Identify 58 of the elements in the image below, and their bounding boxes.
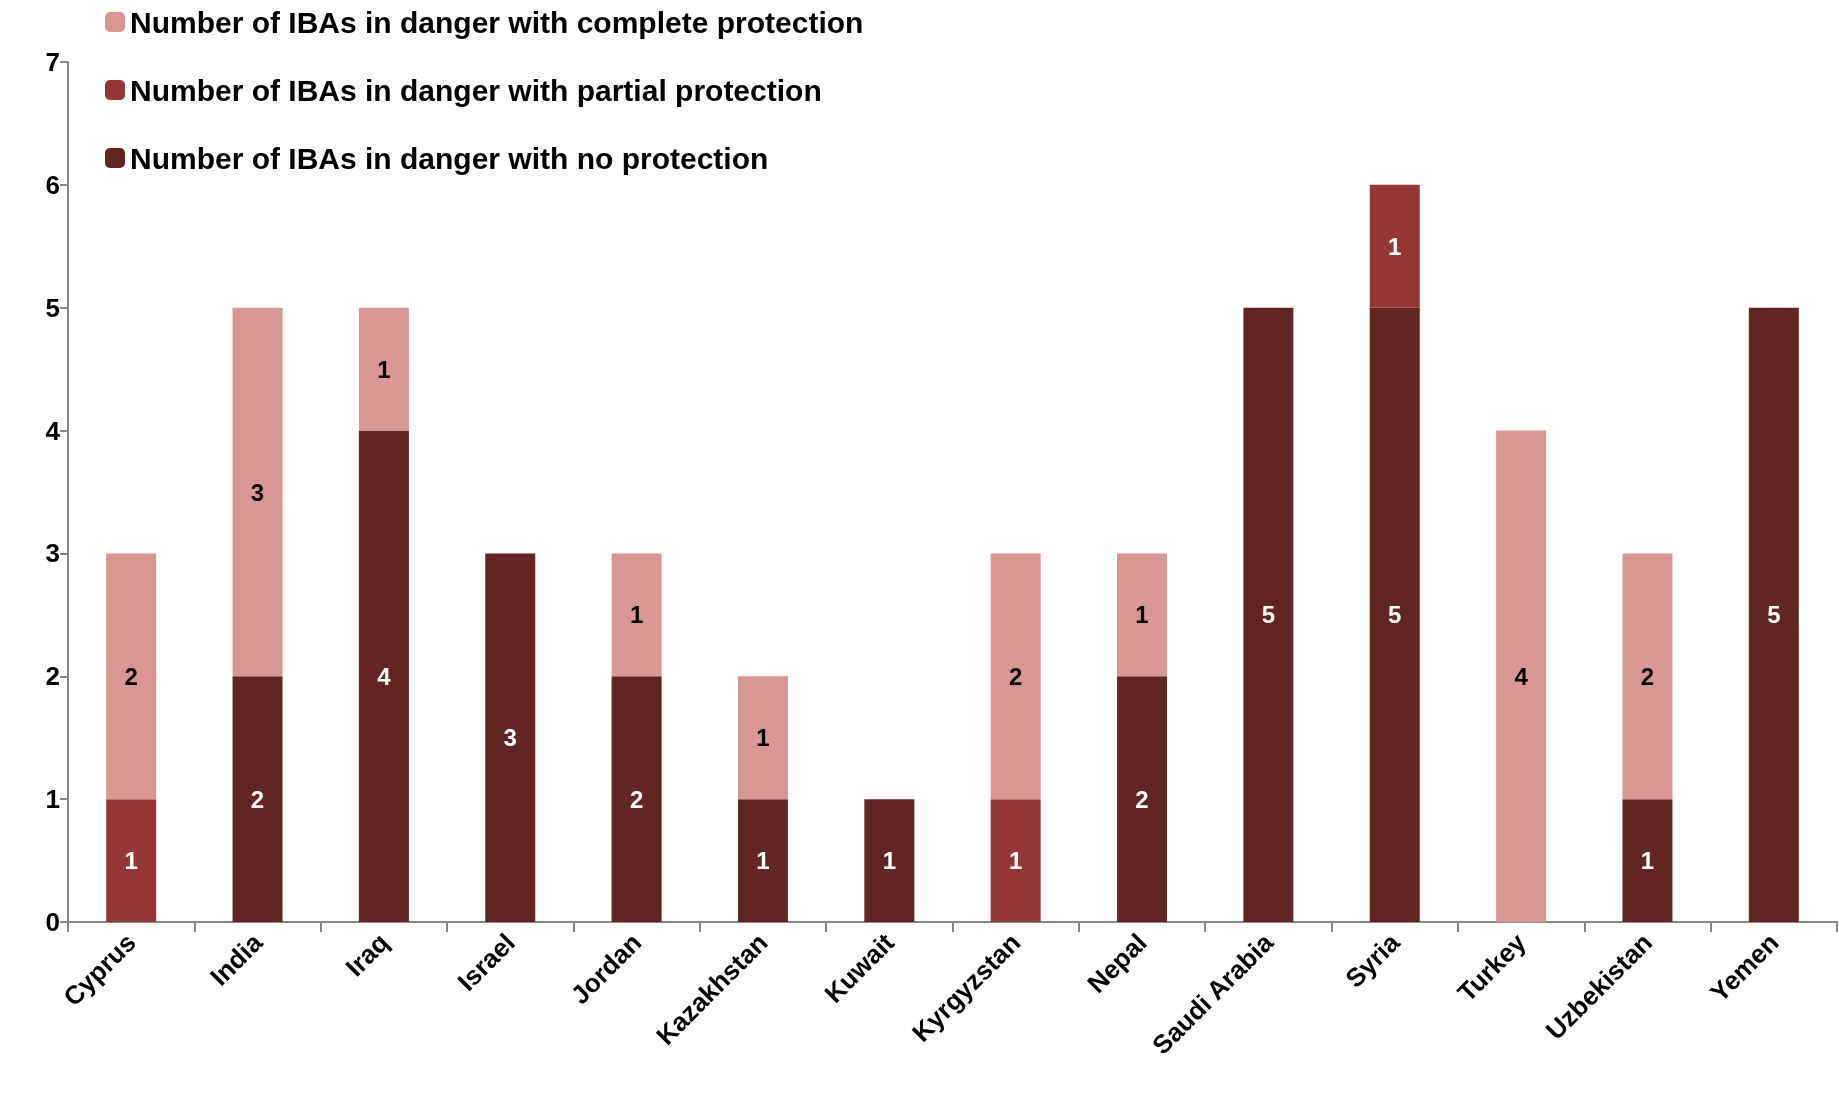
data-label: 1 bbox=[629, 601, 644, 629]
bar bbox=[737, 676, 788, 800]
y-tick-label: 5 bbox=[45, 292, 60, 323]
data-label: 2 bbox=[1640, 662, 1655, 690]
bar bbox=[485, 553, 536, 922]
bar bbox=[990, 553, 1041, 800]
bar bbox=[358, 307, 409, 431]
data-label: 4 bbox=[1514, 662, 1529, 690]
bar bbox=[1243, 307, 1294, 922]
data-label: 1 bbox=[756, 847, 770, 875]
bar bbox=[990, 799, 1041, 922]
bar bbox=[864, 799, 915, 922]
y-tick-label: 6 bbox=[45, 169, 60, 200]
bar bbox=[611, 553, 662, 677]
bar bbox=[232, 676, 283, 922]
y-tick-label: 1 bbox=[45, 784, 60, 815]
data-label: 1 bbox=[1388, 232, 1402, 260]
data-label: 2 bbox=[250, 785, 265, 813]
bar bbox=[1369, 307, 1420, 922]
legend-label: Number of IBAs in danger with complete protection bbox=[130, 5, 864, 39]
bar bbox=[1117, 676, 1168, 922]
data-label: 3 bbox=[250, 478, 265, 506]
data-label: 2 bbox=[1135, 785, 1149, 813]
data-label: 2 bbox=[1009, 662, 1023, 690]
data-label: 1 bbox=[1009, 847, 1023, 875]
y-tick-label: 3 bbox=[45, 538, 60, 569]
bar bbox=[1369, 184, 1420, 308]
y-tick-label: 7 bbox=[45, 47, 60, 77]
bar bbox=[1117, 553, 1168, 677]
data-label: 5 bbox=[1767, 601, 1781, 629]
bar bbox=[611, 676, 662, 922]
data-label: 1 bbox=[1640, 847, 1655, 875]
data-label: 3 bbox=[503, 724, 517, 752]
data-label: 5 bbox=[1388, 601, 1402, 629]
bar bbox=[106, 553, 157, 800]
data-label: 1 bbox=[1135, 601, 1149, 629]
data-label: 1 bbox=[377, 355, 391, 383]
bar bbox=[1622, 799, 1673, 922]
y-tick-label: 4 bbox=[45, 415, 61, 446]
bar bbox=[1622, 553, 1673, 800]
data-label: 4 bbox=[377, 662, 392, 690]
data-label: 2 bbox=[124, 662, 138, 690]
bar bbox=[1748, 307, 1799, 922]
data-label: 1 bbox=[756, 724, 770, 752]
x-tick-label: Iraq bbox=[339, 927, 395, 983]
bar bbox=[358, 430, 409, 922]
y-tick-label: 2 bbox=[45, 661, 60, 692]
bar bbox=[737, 799, 788, 922]
legend-label: Number of IBAs in danger with no protection bbox=[130, 141, 769, 175]
legend-label: Number of IBAs in danger with partial protection bbox=[130, 73, 822, 107]
bar bbox=[232, 307, 283, 677]
y-tick-label: 0 bbox=[45, 907, 60, 937]
data-label: 1 bbox=[882, 847, 896, 875]
data-label: 2 bbox=[629, 785, 644, 813]
data-label: 5 bbox=[1261, 601, 1276, 629]
data-label: 1 bbox=[124, 847, 138, 875]
bar bbox=[1496, 430, 1547, 922]
bar bbox=[106, 799, 157, 922]
